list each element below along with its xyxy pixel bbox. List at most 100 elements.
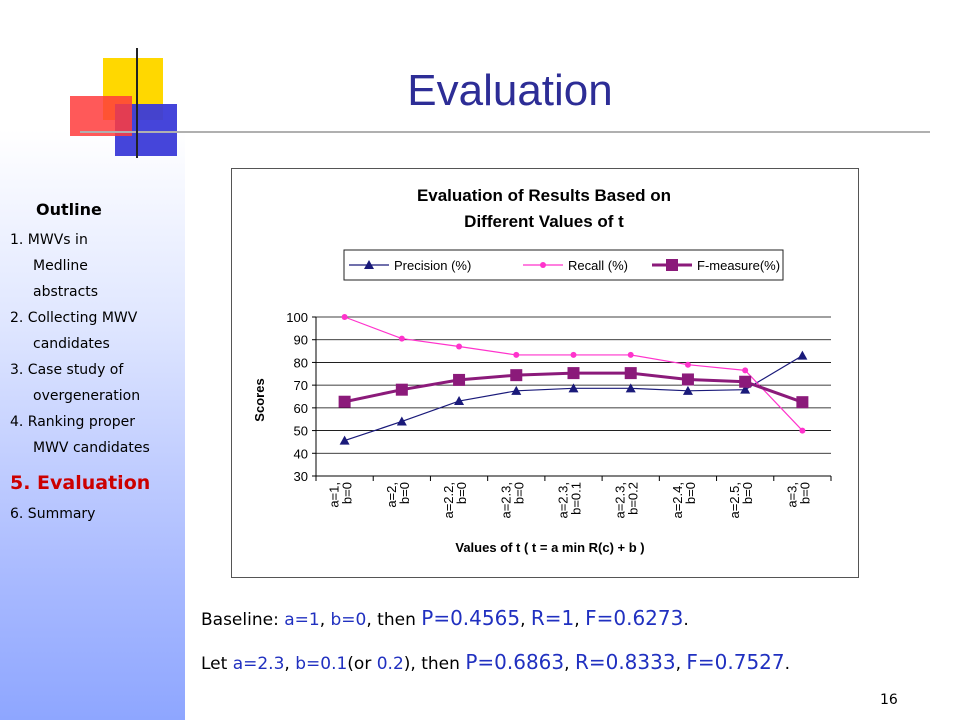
title-decoration	[70, 48, 930, 158]
page-number: 16	[880, 692, 898, 708]
outline-item-1-cont2: abstracts	[33, 284, 99, 300]
best-paren-open: (or	[347, 654, 377, 674]
series-3-point	[567, 367, 580, 380]
x-tick-label: b=0	[683, 482, 698, 504]
y-tick-label: 100	[286, 310, 308, 325]
legend-marker-3	[666, 259, 678, 271]
best-a: a=2.3	[232, 654, 285, 674]
series-3-point	[395, 383, 408, 396]
legend-marker-1	[364, 260, 374, 269]
y-tick-label: 60	[294, 401, 308, 416]
baseline-sep2: ,	[520, 610, 531, 630]
outline-item-4-cont: MWV candidates	[33, 440, 150, 456]
series-1-point	[797, 350, 808, 360]
outline-heading: Outline	[36, 200, 102, 219]
series-3-point	[510, 369, 523, 382]
series-2-point	[398, 335, 405, 342]
x-tick-label: a=2.2,	[441, 482, 456, 519]
outline-item-1[interactable]: 1. MWVs in	[10, 232, 88, 248]
slide-title: Evaluation	[407, 66, 613, 115]
series-3-point	[624, 367, 637, 380]
series-2-point	[513, 351, 520, 358]
series-2-point	[627, 351, 634, 358]
evaluation-chart: Evaluation of Results Based on Different…	[252, 186, 832, 555]
x-tick-label: b=0.2	[626, 482, 641, 515]
best-sep1: ,	[284, 654, 296, 674]
baseline-fmeasure: F=0.6273	[585, 606, 684, 630]
x-tick-label: b=0	[454, 482, 469, 504]
series-2-point	[742, 367, 749, 374]
series-3-point	[796, 396, 809, 409]
outline-item-3-cont: overgeneration	[33, 388, 141, 404]
legend-label-3: F-measure(%)	[697, 258, 780, 273]
y-tick-label: 80	[294, 355, 308, 370]
x-tick-label: b=0	[340, 482, 355, 504]
series-3-point	[338, 395, 351, 408]
series-2-point	[684, 361, 691, 368]
series-1-point	[625, 383, 636, 393]
series-3-point	[681, 373, 694, 386]
y-tick-label: 90	[294, 333, 308, 348]
series-3-point	[739, 375, 752, 388]
series-3-point	[453, 373, 466, 386]
x-tick-label: a=1,	[327, 482, 342, 508]
x-tick-label: b=0	[740, 482, 755, 504]
series-1-point	[396, 416, 407, 426]
y-tick-label: 40	[294, 446, 308, 461]
series-2-point	[341, 314, 348, 320]
outline-item-2[interactable]: 2. Collecting MWV	[10, 310, 138, 326]
best-setting-line: Let a=2.3, b=0.1(or 0.2), then P=0.6863,…	[201, 650, 790, 674]
legend-label-1: Precision (%)	[394, 258, 471, 273]
series-1-point	[511, 385, 522, 395]
series-1-point	[454, 396, 465, 406]
chart-legend: Precision (%) Recall (%) F-measure(%)	[349, 258, 780, 273]
y-tick-label: 70	[294, 378, 308, 393]
best-mid: , then	[410, 654, 466, 674]
best-paren-close: )	[403, 654, 411, 674]
best-label: Let	[201, 654, 233, 674]
best-end: .	[784, 654, 791, 674]
chart-title-line2: Different Values of t	[464, 212, 624, 231]
series-2-point	[570, 351, 577, 358]
outline-item-4[interactable]: 4. Ranking proper	[10, 414, 136, 430]
baseline-sep1: ,	[319, 610, 331, 630]
x-tick-label: a=2,	[384, 482, 399, 508]
x-tick-label: b=0	[511, 482, 526, 504]
best-recall: R=0.8333	[574, 650, 676, 674]
y-tick-label: 30	[294, 469, 308, 484]
outline-item-1-cont: Medline	[33, 258, 88, 274]
legend-marker-2	[540, 262, 546, 268]
baseline-label: Baseline:	[201, 610, 279, 630]
baseline-line: Baseline: a=1, b=0, then P=0.4565, R=1, …	[201, 606, 689, 630]
chart-legend-box	[343, 249, 784, 281]
x-tick-label: b=0	[397, 482, 412, 504]
x-tick-label: a=2.4,	[670, 482, 685, 519]
best-b: b=0.1	[295, 654, 348, 674]
baseline-a: a=1	[284, 610, 320, 630]
x-axis-label: Values of t ( t = a min R(c) + b )	[455, 540, 644, 555]
outline-item-3[interactable]: 3. Case study of	[10, 362, 124, 378]
series-1-point	[339, 435, 350, 445]
baseline-end: .	[683, 610, 689, 630]
best-b-alt: 0.2	[376, 654, 404, 674]
x-tick-label: a=2.3,	[556, 482, 571, 519]
x-tick-label: a=2.5,	[727, 482, 742, 519]
y-tick-label: 50	[294, 424, 308, 439]
baseline-mid: , then	[366, 610, 422, 630]
outline-item-5-active[interactable]: 5. Evaluation	[10, 472, 151, 494]
baseline-precision: P=0.4565	[421, 606, 521, 630]
x-tick-label: a=3,	[784, 482, 799, 508]
baseline-recall: R=1	[530, 606, 575, 630]
x-tick-label: a=2.3,	[498, 482, 513, 519]
baseline-sep3: ,	[574, 610, 586, 630]
best-fmeasure: F=0.7527	[686, 650, 785, 674]
series-2-point	[799, 427, 806, 434]
deco-red-square	[70, 96, 132, 136]
outline-item-6[interactable]: 6. Summary	[10, 506, 96, 522]
series-1-point	[682, 385, 693, 395]
outline-item-2-cont: candidates	[33, 336, 110, 352]
best-sep3: ,	[675, 654, 687, 674]
legend-label-2: Recall (%)	[568, 258, 628, 273]
series-1-point	[568, 383, 579, 393]
x-tick-label: b=0	[797, 482, 812, 504]
